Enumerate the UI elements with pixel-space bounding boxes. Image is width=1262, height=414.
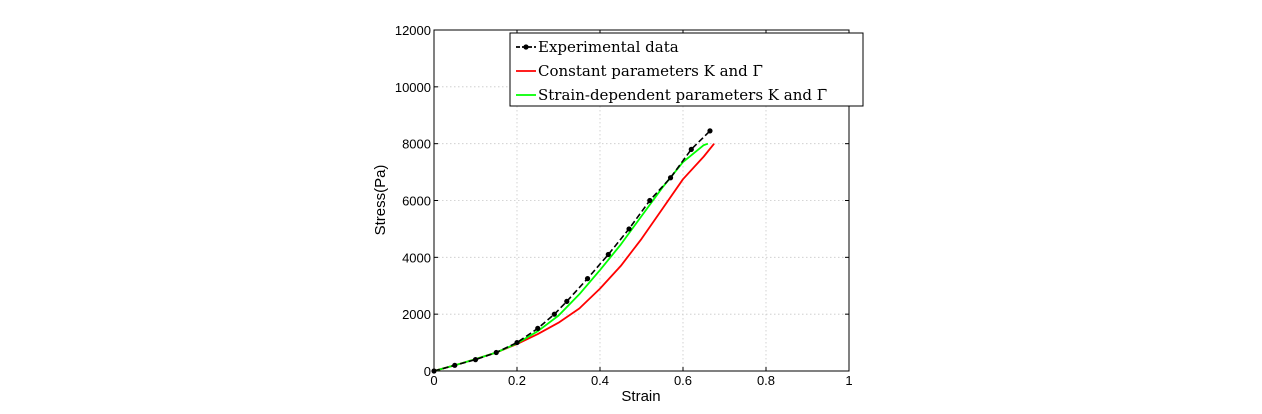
data-point: [514, 339, 520, 346]
legend-box: [509, 32, 864, 107]
y-tick-label: 8000: [402, 137, 431, 152]
x-axis-label: Strain: [621, 388, 660, 405]
data-point: [535, 325, 541, 331]
data-point: [626, 226, 632, 232]
y-tick-label: 6000: [402, 194, 431, 209]
series: [431, 128, 715, 374]
x-tick-label: 0: [430, 373, 437, 388]
x-tick-label: 0.2: [508, 373, 526, 388]
data-point: [688, 146, 694, 152]
data-point: [472, 357, 479, 363]
data-point: [431, 368, 437, 374]
y-tick-label: 2000: [402, 307, 431, 322]
data-point: [605, 251, 611, 258]
x-tick-label: 0.6: [674, 373, 692, 388]
legend-label: Experimental data: [538, 38, 679, 56]
data-point: [584, 276, 591, 282]
data-point: [493, 349, 499, 356]
data-point: [707, 128, 713, 134]
x-tick-label: 0.8: [757, 373, 775, 388]
axis-ticks: 0 0.2 0.4 0.6 0.8 1 0 2000 4000 6000 8000 10000 1200…: [395, 23, 853, 388]
x-tick-label: 0.4: [591, 373, 609, 388]
y-tick-label: 4000: [402, 250, 431, 265]
legend-sample-marker: [523, 44, 529, 50]
data-point: [564, 298, 570, 304]
legend-label: Constant parameters K and Γ̄: [538, 62, 763, 80]
data-point: [647, 197, 653, 204]
y-tick-label: 10000: [395, 80, 431, 95]
legend-label: Strain-dependent parameters K and Γ̄: [538, 86, 827, 104]
data-point: [551, 311, 557, 317]
y-tick-label: 0: [424, 364, 431, 379]
legend: Experimental data Constant parameters K a…: [509, 32, 864, 107]
data-point: [452, 362, 458, 368]
x-tick-label: 1: [845, 373, 852, 388]
series-line-experimental: [433, 130, 711, 372]
data-point: [667, 175, 674, 181]
y-tick-label: 12000: [395, 23, 431, 38]
y-axis-label: Stress(Pa): [372, 165, 389, 236]
